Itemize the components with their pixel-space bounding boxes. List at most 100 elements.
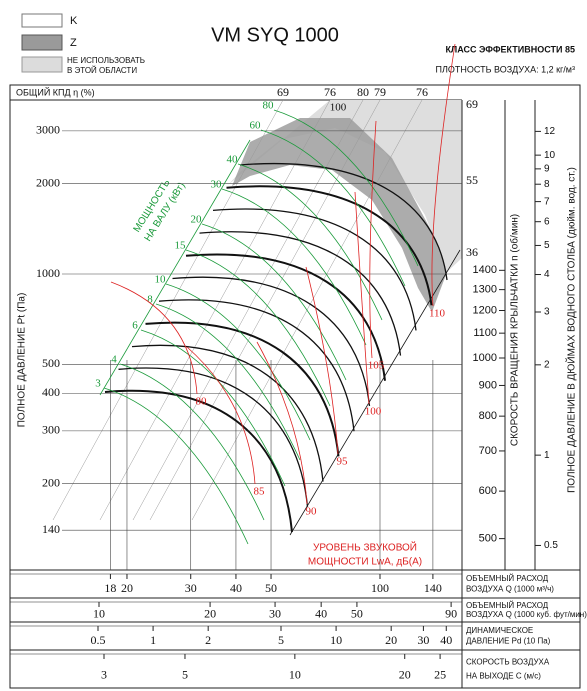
water-tick-label: 2	[544, 359, 550, 370]
row-tick-label: 1	[150, 633, 156, 647]
row-tick-label: 40	[230, 581, 242, 595]
z-area	[232, 118, 447, 312]
legend-z-swatch	[21, 34, 63, 51]
boundary	[99, 139, 251, 396]
row-tick-label: 140	[424, 581, 442, 595]
sound-value: 80	[196, 396, 208, 408]
speed-tick-label: 1100	[473, 327, 497, 339]
row-tick-label: 20	[385, 633, 397, 647]
sound-line	[305, 266, 339, 455]
efficiency-tick: 76	[324, 85, 336, 99]
power-value: 10	[155, 274, 167, 286]
fan-curve	[199, 231, 402, 356]
fan-curve	[145, 321, 340, 457]
fan-curve	[239, 163, 448, 281]
row-label: ДАВЛЕНИЕ Pd (10 Па)	[466, 637, 551, 646]
speed-axis-label: СКОРОСТЬ ВРАЩЕНИЯ КРЫЛЬЧАТКИ n (об/мин)	[509, 214, 521, 446]
row-tick-label: 30	[417, 633, 429, 647]
power-line	[260, 129, 406, 287]
efficiency-tick: 69	[466, 97, 478, 111]
sound-value: 85	[254, 486, 266, 498]
y-tick-label: 3000	[36, 123, 60, 137]
row-tick-label: 25	[434, 667, 446, 681]
water-tick-label: 7	[544, 196, 550, 207]
power-value: 20	[191, 214, 203, 226]
row-tick-label: 18	[104, 581, 116, 595]
row-label: НА ВЫХОДЕ C (м/с)	[466, 672, 541, 681]
sound-value: 95	[337, 456, 349, 468]
power-line	[221, 188, 367, 346]
row-tick-label: 30	[269, 607, 281, 621]
y-tick-label: 500	[42, 356, 60, 370]
speed-tick-label: 800	[479, 410, 497, 422]
legend-unused: В ЭТОЙ ОБЛАСТИ	[67, 66, 137, 75]
power-line	[119, 363, 265, 521]
power-value: 15	[175, 240, 187, 252]
row-tick-label: 50	[265, 581, 277, 595]
row-label: ОБЪЕМНЫЙ РАСХОД	[466, 574, 549, 583]
row-tick-label: 2	[205, 633, 211, 647]
sound-value: 110	[429, 308, 446, 320]
water-tick-label: 0.5	[544, 540, 558, 551]
row-tick-label: 5	[182, 667, 188, 681]
power-value: 6	[132, 320, 138, 332]
power-line	[185, 249, 331, 407]
boundary	[289, 249, 461, 536]
legend-k-swatch	[21, 13, 63, 28]
speed-tick-label: 1400	[473, 264, 497, 276]
fan-curve	[104, 389, 293, 533]
water-tick-label: 6	[544, 216, 550, 227]
fan-curve	[158, 299, 355, 432]
sound-line	[369, 120, 377, 359]
speed-tick-label: 500	[479, 533, 497, 545]
row-label: ДИНАМИЧЕСКОЕ	[466, 626, 533, 635]
water-tick-label: 1	[544, 450, 550, 461]
row-tick-label: 5	[278, 633, 284, 647]
row-tick-label: 20	[121, 581, 133, 595]
y-tick-label: 400	[42, 385, 60, 399]
speed-tick-label: 600	[479, 485, 497, 497]
water-tick-label: 4	[544, 269, 550, 280]
y-tick-label: 300	[42, 423, 60, 437]
power-value: 100	[330, 102, 347, 114]
power-line	[273, 109, 419, 267]
fan-curve	[172, 276, 371, 407]
row-tick-label: 0.5	[91, 633, 106, 647]
row-label: ОБЪЕМНЫЙ РАСХОД	[466, 601, 549, 610]
legend-unused: НЕ ИСПОЛЬЗОВАТЬ	[67, 56, 145, 65]
power-value: 3	[95, 378, 101, 390]
fan-curve	[212, 208, 417, 331]
legend-z: Z	[70, 37, 77, 49]
row-tick-label: 90	[445, 607, 457, 621]
legend-k: K	[70, 15, 78, 27]
speed-tick-label: 1300	[473, 284, 497, 296]
water-tick-label: 10	[544, 150, 556, 161]
sound-line	[431, 43, 456, 307]
row-tick-label: 40	[440, 633, 452, 647]
y-tick-label: 200	[42, 475, 60, 489]
speed-tick-label: 700	[479, 445, 497, 457]
fan-curve	[185, 253, 386, 381]
power-line	[201, 223, 347, 381]
efficiency-line	[149, 99, 381, 521]
row-tick-label: 100	[371, 581, 389, 595]
row-tick-label: 20	[399, 667, 411, 681]
efficiency-tick: 69	[277, 85, 289, 99]
efficiency-tick: 80	[357, 85, 369, 99]
water-tick-label: 8	[544, 179, 550, 190]
y-tick-label: 1000	[36, 266, 60, 280]
power-line	[155, 303, 301, 461]
power-value: 80	[263, 100, 275, 112]
power-line	[237, 163, 383, 321]
row-tick-label: 20	[204, 607, 216, 621]
row-tick-label: 40	[315, 607, 327, 621]
efficiency-tick: 76	[416, 85, 428, 99]
fan-curve	[118, 367, 309, 507]
air-density: ПЛОТНОСТЬ ВОЗДУХА: 1,2 кг/м³	[436, 64, 575, 74]
power-value: 8	[147, 294, 153, 306]
row-tick-label: 3	[101, 667, 107, 681]
row-tick-label: 10	[93, 607, 105, 621]
fan-curve	[131, 344, 324, 482]
speed-tick-label: 900	[479, 379, 497, 391]
